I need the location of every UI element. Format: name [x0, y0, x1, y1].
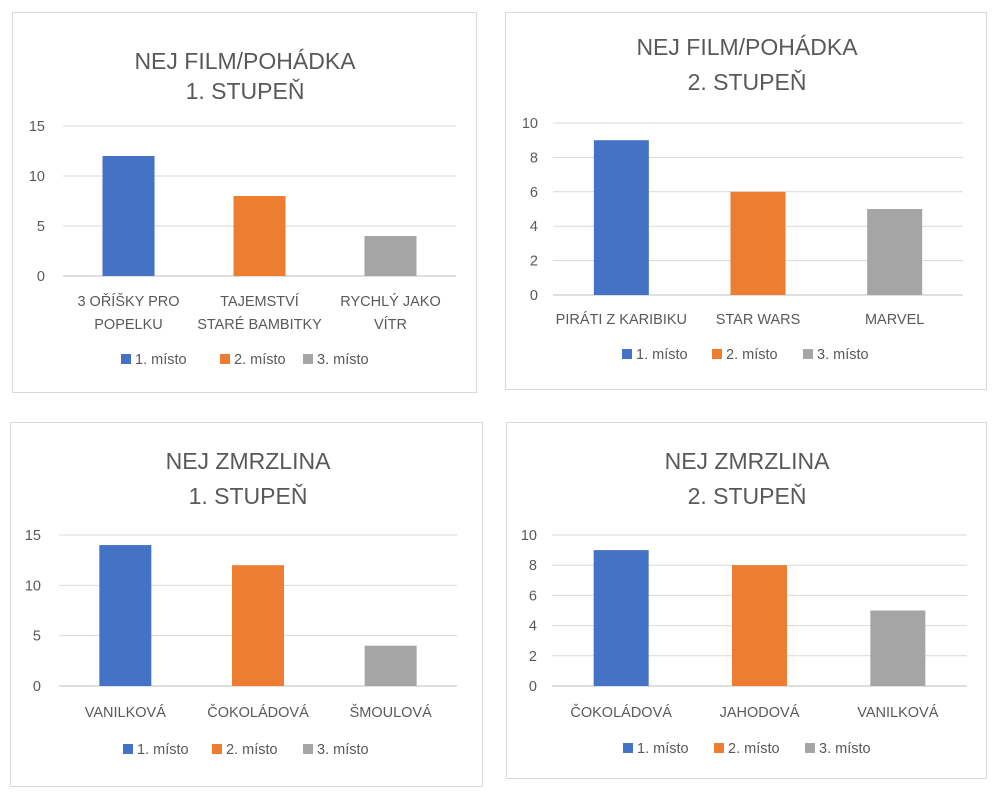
bar	[364, 236, 417, 276]
category-label: VÍTR	[374, 316, 407, 333]
legend-label: 2. místo	[234, 352, 286, 368]
chart-panel-film-1: NEJ FILM/POHÁDKA 1. STUPEŇ 0 5 10 15 3 OŘÍŠKY …	[12, 12, 477, 393]
legend-label: 2. místo	[226, 742, 278, 758]
chart-title: 2. STUPEŇ	[688, 69, 807, 95]
category-label: TAJEMSTVÍ	[220, 293, 299, 310]
bar	[730, 191, 786, 295]
category-label: 3 OŘÍŠKY PRO	[77, 293, 179, 310]
y-tick-label: 0	[530, 288, 538, 304]
category-label: STARÉ BAMBITKY	[197, 316, 322, 333]
chart-title: NEJ ZMRZLINA	[665, 448, 831, 474]
chart-panel-film-2: NEJ FILM/POHÁDKA 2. STUPEŇ 0 2 4 6 8 10 PIRÁTI Z…	[505, 12, 987, 390]
chart-title: NEJ FILM/POHÁDKA	[134, 48, 356, 74]
legend-label: 3. místo	[817, 347, 869, 363]
category-label: JAHODOVÁ	[720, 704, 800, 721]
legend-swatch	[303, 744, 313, 754]
legend-swatch	[622, 349, 632, 359]
y-tick-label: 10	[25, 578, 41, 594]
y-tick-label: 10	[521, 528, 537, 544]
legend-swatch	[123, 744, 133, 754]
bar	[593, 550, 649, 686]
legend-swatch	[220, 354, 230, 364]
y-tick-label: 8	[529, 558, 537, 574]
bar	[732, 565, 787, 686]
chart-title: 1. STUPEŇ	[189, 483, 308, 509]
chart-panel-zmrzlina-1: NEJ ZMRZLINA 1. STUPEŇ 0 5 10 15 VANILKOVÁ ČOKO…	[10, 422, 483, 787]
y-tick-label: 10	[522, 116, 538, 132]
bar	[232, 565, 284, 686]
chart-svg: NEJ ZMRZLINA 1. STUPEŇ 0 5 10 15 VANILKOVÁ ČOKO…	[25, 448, 457, 758]
legend-label: 1. místo	[636, 347, 688, 363]
y-tick-label: 4	[529, 619, 537, 635]
y-tick-label: 10	[29, 169, 45, 185]
category-label: PIRÁTI Z KARIBIKU	[556, 311, 687, 328]
y-tick-label: 4	[530, 219, 538, 235]
bar	[233, 196, 286, 276]
category-label: STAR WARS	[716, 312, 801, 328]
legend-label: 2. místo	[728, 741, 780, 757]
legend-label: 3. místo	[819, 741, 871, 757]
legend-swatch	[121, 354, 131, 364]
chart-svg: NEJ FILM/POHÁDKA 1. STUPEŇ 0 5 10 15 3 OŘÍŠKY …	[29, 48, 456, 368]
y-tick-label: 8	[530, 150, 538, 166]
legend-label: 3. místo	[317, 352, 369, 368]
y-tick-label: 0	[33, 679, 41, 695]
category-label: ČOKOLÁDOVÁ	[207, 704, 309, 721]
chart-panel-zmrzlina-2: NEJ ZMRZLINA 2. STUPEŇ 0 2 4 6 8 10 ČOKOLÁDOVÁ JA…	[506, 422, 987, 779]
category-label: VANILKOVÁ	[857, 704, 938, 721]
y-tick-label: 5	[33, 629, 41, 645]
bar	[867, 209, 923, 295]
legend-swatch	[805, 743, 815, 753]
chart-svg: NEJ FILM/POHÁDKA 2. STUPEŇ 0 2 4 6 8 10 PIRÁTI Z…	[522, 34, 963, 363]
bar	[102, 156, 155, 276]
legend-label: 1. místo	[637, 741, 689, 757]
bar	[364, 645, 417, 686]
legend-swatch	[303, 354, 313, 364]
legend-swatch	[212, 744, 222, 754]
legend-swatch	[623, 743, 633, 753]
bar	[870, 610, 926, 686]
legend-label: 1. místo	[137, 742, 189, 758]
y-tick-label: 2	[530, 254, 538, 270]
bar	[99, 545, 152, 686]
y-tick-label: 5	[37, 219, 45, 235]
category-label: RYCHLÝ JAKO	[340, 293, 440, 310]
legend-label: 3. místo	[317, 742, 369, 758]
y-tick-label: 15	[25, 528, 41, 544]
category-label: ŠMOULOVÁ	[350, 704, 433, 721]
category-label: POPELKU	[94, 317, 163, 333]
y-tick-label: 2	[529, 649, 537, 665]
y-tick-label: 6	[529, 588, 537, 604]
legend-swatch	[714, 743, 724, 753]
y-tick-label: 15	[29, 119, 45, 135]
category-label: VANILKOVÁ	[85, 704, 166, 721]
legend-swatch	[803, 349, 813, 359]
category-label: MARVEL	[865, 312, 924, 328]
legend-label: 1. místo	[135, 352, 187, 368]
chart-title: NEJ ZMRZLINA	[166, 448, 332, 474]
y-tick-label: 0	[529, 679, 537, 695]
chart-title: 2. STUPEŇ	[688, 483, 807, 509]
legend-swatch	[712, 349, 722, 359]
chart-title: 1. STUPEŇ	[186, 78, 305, 104]
legend-label: 2. místo	[726, 347, 778, 363]
category-label: ČOKOLÁDOVÁ	[570, 704, 672, 721]
chart-title: NEJ FILM/POHÁDKA	[636, 34, 858, 60]
chart-svg: NEJ ZMRZLINA 2. STUPEŇ 0 2 4 6 8 10 ČOKOLÁDOVÁ JA…	[521, 448, 967, 757]
y-tick-label: 0	[37, 269, 45, 285]
y-tick-label: 6	[530, 185, 538, 201]
bar	[593, 140, 649, 295]
